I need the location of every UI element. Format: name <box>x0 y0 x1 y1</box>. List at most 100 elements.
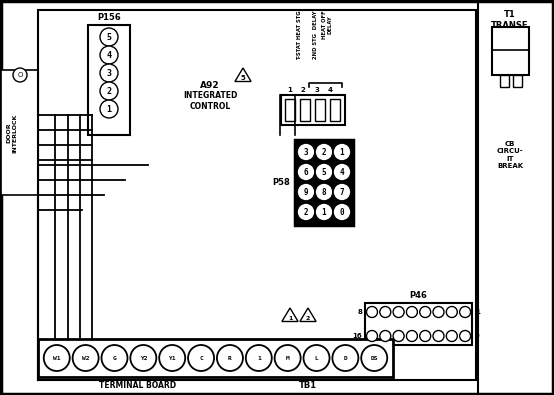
Bar <box>38 339 393 377</box>
Circle shape <box>100 82 118 100</box>
Text: 1: 1 <box>288 316 292 322</box>
Circle shape <box>100 46 118 64</box>
Circle shape <box>315 203 333 221</box>
Text: CB
CIRCU-
IT
BREAK: CB CIRCU- IT BREAK <box>497 141 524 169</box>
Circle shape <box>100 100 118 118</box>
Bar <box>295 140 353 225</box>
Circle shape <box>380 331 391 342</box>
Circle shape <box>420 331 430 342</box>
Circle shape <box>333 203 351 221</box>
Text: W2: W2 <box>82 356 89 361</box>
Circle shape <box>13 68 27 82</box>
Polygon shape <box>282 308 298 322</box>
Circle shape <box>333 163 351 181</box>
Bar <box>513 75 522 87</box>
Circle shape <box>333 183 351 201</box>
Circle shape <box>460 331 470 342</box>
Text: 8: 8 <box>322 188 326 196</box>
Text: D: D <box>343 356 347 361</box>
Circle shape <box>100 64 118 82</box>
Circle shape <box>367 331 377 342</box>
Text: 9: 9 <box>304 188 309 196</box>
Text: 2ND STG  DELAY: 2ND STG DELAY <box>312 10 317 58</box>
Text: O: O <box>17 72 23 78</box>
Text: 1: 1 <box>322 207 326 216</box>
Text: 1: 1 <box>106 105 111 113</box>
Bar <box>300 99 310 121</box>
Text: HEAT OFF
DELAY: HEAT OFF DELAY <box>322 10 332 39</box>
Text: DOOR
INTERLOCK: DOOR INTERLOCK <box>7 113 17 153</box>
Text: 4: 4 <box>340 167 345 177</box>
Circle shape <box>188 345 214 371</box>
Text: 4: 4 <box>327 87 332 93</box>
Circle shape <box>304 345 330 371</box>
Text: 6: 6 <box>304 167 309 177</box>
Bar <box>38 10 476 380</box>
Circle shape <box>217 345 243 371</box>
Circle shape <box>361 345 387 371</box>
Text: 2: 2 <box>301 87 305 93</box>
Circle shape <box>297 163 315 181</box>
Circle shape <box>73 345 99 371</box>
Text: 3: 3 <box>106 68 111 77</box>
Polygon shape <box>235 68 251 81</box>
Text: 1: 1 <box>475 309 480 315</box>
Text: G: G <box>112 356 116 361</box>
Text: INTEGRATED
CONTROL: INTEGRATED CONTROL <box>183 90 237 111</box>
Circle shape <box>393 307 404 318</box>
Circle shape <box>393 331 404 342</box>
Text: 1: 1 <box>257 356 261 361</box>
Text: 2: 2 <box>106 87 111 96</box>
Circle shape <box>407 331 417 342</box>
Bar <box>500 75 509 87</box>
Bar <box>281 95 345 125</box>
Circle shape <box>433 307 444 318</box>
Text: R: R <box>228 356 232 361</box>
Circle shape <box>315 183 333 201</box>
Text: 8: 8 <box>357 309 362 315</box>
Text: P58: P58 <box>272 178 290 187</box>
Text: M: M <box>286 356 290 361</box>
Text: 16: 16 <box>352 333 362 339</box>
Bar <box>285 99 295 121</box>
Circle shape <box>44 345 70 371</box>
Text: C: C <box>199 356 203 361</box>
Circle shape <box>332 345 358 371</box>
Circle shape <box>100 28 118 46</box>
Text: 3: 3 <box>315 87 320 93</box>
Text: 4: 4 <box>106 51 111 60</box>
Text: W1: W1 <box>53 356 60 361</box>
Circle shape <box>447 307 457 318</box>
Circle shape <box>297 143 315 161</box>
Text: 3: 3 <box>304 147 309 156</box>
Circle shape <box>420 307 430 318</box>
Text: A92: A92 <box>200 81 220 90</box>
Circle shape <box>159 345 185 371</box>
Text: 1: 1 <box>288 87 293 93</box>
Circle shape <box>447 331 457 342</box>
Text: Y1: Y1 <box>168 356 176 361</box>
Bar <box>1 70 38 195</box>
Bar <box>88 25 130 135</box>
Bar <box>315 99 325 121</box>
Circle shape <box>130 345 156 371</box>
Text: 9: 9 <box>475 333 480 339</box>
Text: DS: DS <box>371 356 378 361</box>
Circle shape <box>407 307 417 318</box>
Text: 2: 2 <box>306 316 310 322</box>
Text: 2: 2 <box>322 147 326 156</box>
Text: L: L <box>315 356 319 361</box>
Circle shape <box>380 307 391 318</box>
Text: Y2: Y2 <box>140 356 147 361</box>
Text: P46: P46 <box>409 292 428 301</box>
Text: 2: 2 <box>304 207 309 216</box>
Text: 5: 5 <box>322 167 326 177</box>
Text: TERMINAL BOARD: TERMINAL BOARD <box>99 380 177 389</box>
Circle shape <box>275 345 301 371</box>
Bar <box>330 99 340 121</box>
Text: 1: 1 <box>340 147 345 156</box>
Circle shape <box>297 203 315 221</box>
Circle shape <box>101 345 127 371</box>
Text: P156: P156 <box>97 13 121 21</box>
Circle shape <box>315 143 333 161</box>
